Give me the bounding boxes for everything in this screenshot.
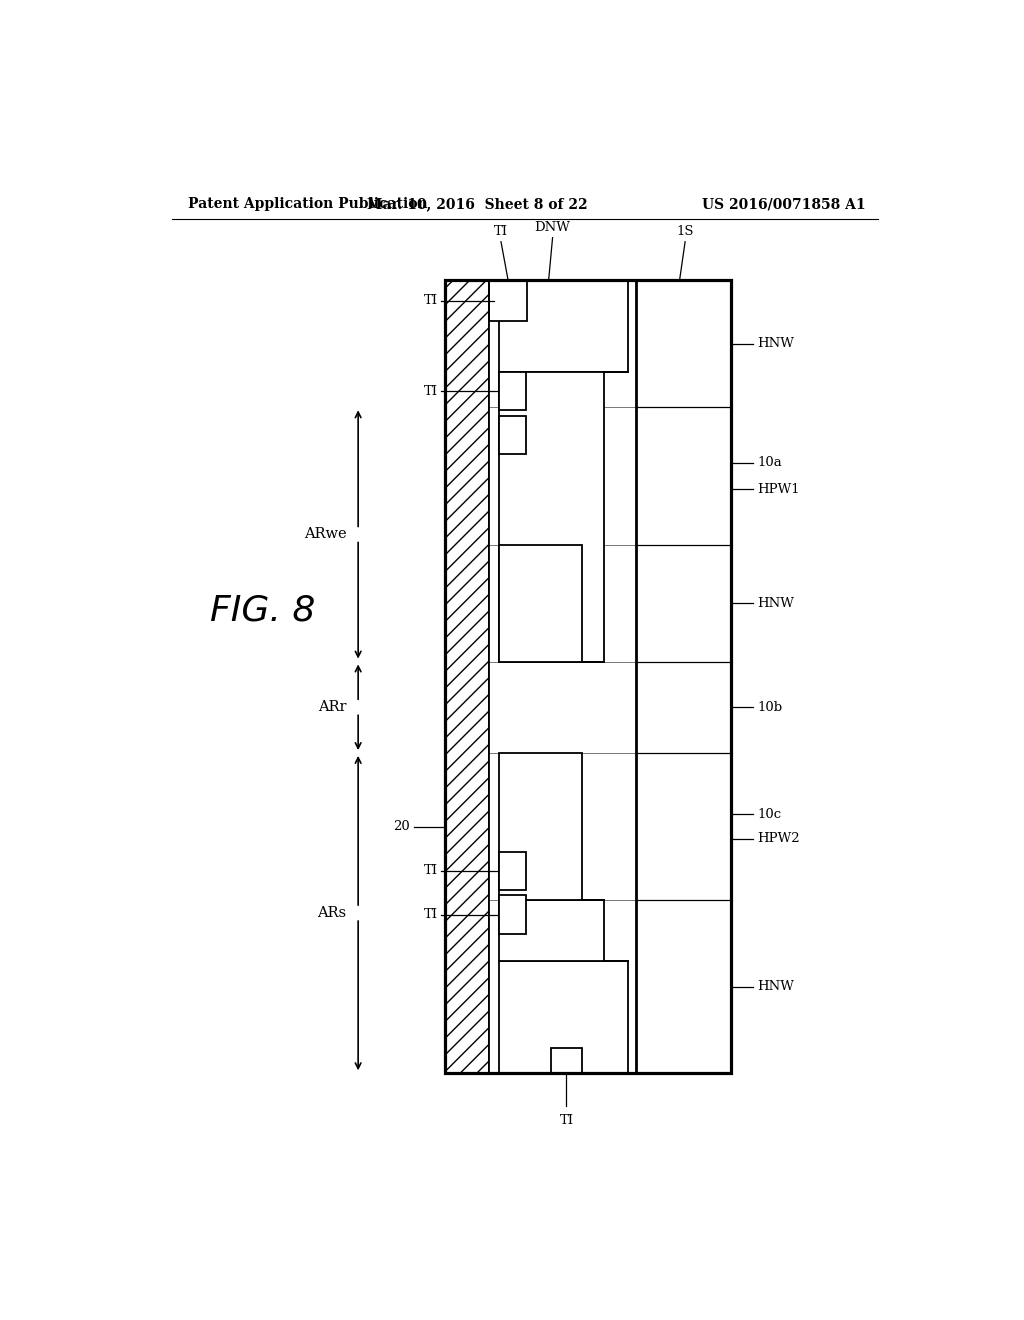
- Bar: [499, 280, 628, 372]
- Bar: [499, 961, 628, 1073]
- Bar: [636, 280, 731, 1073]
- Text: ARwe: ARwe: [303, 528, 346, 541]
- Text: FIG. 8: FIG. 8: [210, 594, 315, 628]
- Text: 10a: 10a: [758, 457, 782, 470]
- Bar: [499, 545, 582, 661]
- Bar: [499, 900, 604, 961]
- Bar: [499, 851, 526, 890]
- Text: Mar. 10, 2016  Sheet 8 of 22: Mar. 10, 2016 Sheet 8 of 22: [367, 197, 588, 211]
- Text: DNW: DNW: [535, 220, 570, 234]
- Text: TI: TI: [494, 224, 508, 238]
- Bar: [499, 895, 526, 935]
- Text: ARr: ARr: [317, 700, 346, 714]
- Bar: [445, 280, 731, 1073]
- Bar: [489, 280, 527, 321]
- Text: TI: TI: [424, 908, 438, 921]
- Text: Patent Application Publication: Patent Application Publication: [187, 197, 427, 211]
- Bar: [489, 280, 636, 1073]
- Text: TI: TI: [424, 384, 438, 397]
- Text: HNW: HNW: [758, 981, 795, 993]
- Text: HNW: HNW: [758, 338, 795, 350]
- Text: TI: TI: [559, 1114, 573, 1127]
- Bar: [499, 416, 526, 454]
- Text: TI: TI: [424, 865, 438, 878]
- Text: TI: TI: [424, 294, 438, 308]
- Text: HPW1: HPW1: [758, 483, 800, 496]
- Text: HPW2: HPW2: [758, 833, 800, 845]
- Text: ARs: ARs: [317, 906, 346, 920]
- Text: 10b: 10b: [758, 701, 782, 714]
- Text: HNW: HNW: [758, 597, 795, 610]
- Text: 1S: 1S: [677, 224, 694, 238]
- Text: 20: 20: [393, 820, 410, 833]
- Bar: [499, 372, 526, 411]
- Bar: [499, 752, 582, 900]
- Bar: [551, 1048, 583, 1073]
- Text: US 2016/0071858 A1: US 2016/0071858 A1: [702, 197, 866, 211]
- Bar: [499, 372, 604, 661]
- Text: 10c: 10c: [758, 808, 781, 821]
- Bar: [445, 280, 489, 1073]
